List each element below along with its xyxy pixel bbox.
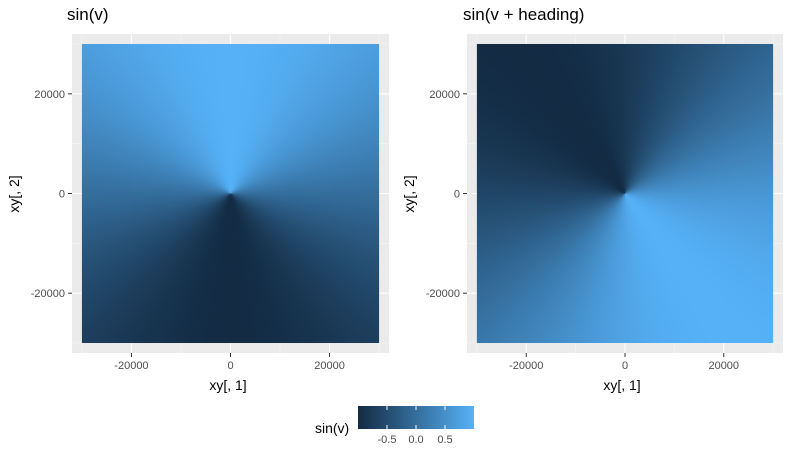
plot-panel-2: sin(v + heading) -20000 0 20000 -20000 0 200… bbox=[401, 5, 783, 393]
x-tick-label: -20000 bbox=[114, 360, 148, 372]
x-tick-label: 20000 bbox=[314, 360, 345, 372]
y-tick-label: 0 bbox=[454, 189, 460, 201]
x-tick-label: 20000 bbox=[708, 360, 739, 372]
x-tick-label: 0 bbox=[622, 360, 628, 372]
y-tick-label: 20000 bbox=[34, 89, 65, 101]
legend-tick-label: 0.0 bbox=[408, 434, 423, 446]
y-axis-ticks: -20000 0 20000 bbox=[31, 89, 72, 300]
y-tick-label: -20000 bbox=[426, 288, 460, 300]
x-tick-label: -20000 bbox=[509, 360, 543, 372]
heatmap-image bbox=[81, 43, 380, 344]
plot-title: sin(v) bbox=[67, 5, 109, 24]
legend-ticks: -0.5 0.0 0.5 bbox=[378, 406, 453, 446]
legend-colorbar bbox=[358, 406, 474, 429]
heatmap-image bbox=[476, 43, 774, 344]
x-axis-title: xy[, 1] bbox=[603, 377, 640, 393]
y-tick-label: 0 bbox=[59, 189, 65, 201]
x-axis-title: xy[, 1] bbox=[209, 377, 246, 393]
y-tick-label: -20000 bbox=[31, 288, 65, 300]
x-tick-label: 0 bbox=[227, 360, 233, 372]
y-axis-ticks: -20000 0 20000 bbox=[426, 89, 467, 300]
legend-tick-label: 0.5 bbox=[437, 434, 452, 446]
plot-title: sin(v + heading) bbox=[463, 5, 584, 24]
legend-title: sin(v) bbox=[315, 420, 349, 436]
legend: sin(v) -0.5 0.0 0.5 bbox=[315, 406, 474, 446]
y-tick-label: 20000 bbox=[429, 89, 460, 101]
x-axis-ticks: -20000 0 20000 bbox=[509, 353, 739, 372]
plot-panel-1: sin(v) -20000 0 20000 -20000 0 20000 xy[, 1]… bbox=[6, 5, 389, 393]
y-axis-title: xy[, 2] bbox=[401, 175, 417, 212]
legend-tick-label: -0.5 bbox=[378, 434, 397, 446]
y-axis-title: xy[, 2] bbox=[6, 175, 22, 212]
x-axis-ticks: -20000 0 20000 bbox=[114, 353, 345, 372]
